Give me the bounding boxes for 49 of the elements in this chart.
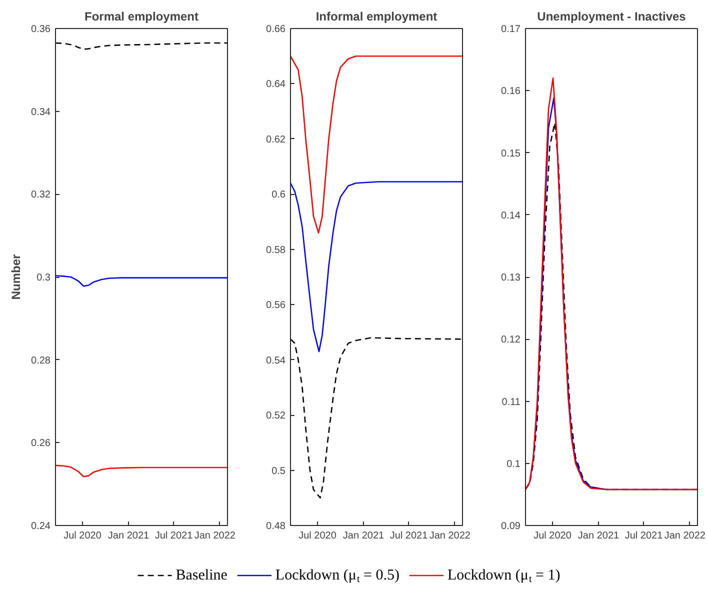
- y-tick-label: 0.14: [501, 210, 521, 222]
- line-series: [290, 181, 462, 352]
- y-tick-label: 0.32: [31, 190, 51, 201]
- x-tick-label: Jul 2020: [64, 530, 102, 542]
- legend-label: Baseline: [176, 568, 228, 584]
- x-tick-label: Jan 2021: [342, 530, 385, 542]
- y-tick-label: 0.3: [36, 272, 51, 284]
- y-tick-label: 0.52: [266, 410, 286, 422]
- line-series: [56, 42, 228, 50]
- y-tick-label: 0.26: [31, 438, 51, 450]
- y-tick-label: 0.1: [506, 458, 521, 470]
- y-tick-label: 0.5: [272, 466, 286, 477]
- y-tick-label: 0.64: [266, 79, 286, 90]
- y-tick-label: 0.16: [501, 86, 521, 98]
- line-series: [290, 337, 462, 499]
- x-tick-label: Jan 2021: [108, 530, 150, 542]
- y-tick-label: 0.48: [266, 521, 286, 532]
- y-axis-title: Number: [9, 254, 24, 300]
- chart-title: Unemployment - Inactives: [537, 10, 686, 24]
- line-series: [56, 464, 228, 478]
- line-series: [290, 55, 462, 234]
- y-tick-label: 0.09: [501, 521, 521, 532]
- y-tick-label: 0.34: [31, 106, 51, 118]
- chart-title: Informal employment: [316, 10, 438, 24]
- x-tick-label: Jul 2020: [534, 530, 572, 542]
- y-tick-label: 0.28: [31, 355, 51, 366]
- x-tick-label: Jul 2020: [298, 530, 337, 542]
- x-tick-label: Jan 2022: [664, 530, 706, 542]
- y-tick-label: 0.15: [501, 148, 521, 160]
- x-tick-label: Jan 2022: [429, 530, 471, 542]
- y-tick-label: 0.12: [501, 334, 521, 346]
- y-tick-label: 0.66: [266, 24, 286, 35]
- x-tick-label: Jul 2021: [154, 530, 194, 542]
- line-series: [56, 275, 228, 287]
- y-tick-label: 0.36: [31, 24, 51, 35]
- y-tick-label: 0.17: [501, 24, 521, 35]
- x-tick-label: Jul 2021: [390, 530, 428, 542]
- chart-title: Formal employment: [84, 10, 199, 24]
- y-tick-label: 0.62: [266, 134, 286, 146]
- y-tick-label: 0.24: [31, 521, 51, 532]
- y-tick-label: 0.58: [266, 244, 286, 256]
- x-tick-label: Jan 2022: [194, 530, 236, 542]
- y-tick-label: 0.56: [266, 300, 286, 312]
- x-tick-label: Jan 2021: [578, 530, 620, 542]
- y-tick-label: 0.11: [502, 396, 521, 408]
- x-tick-label: Jul 2021: [624, 530, 664, 542]
- y-tick-label: 0.54: [266, 355, 286, 366]
- y-tick-label: 0.6: [272, 190, 286, 201]
- y-tick-label: 0.13: [501, 272, 521, 284]
